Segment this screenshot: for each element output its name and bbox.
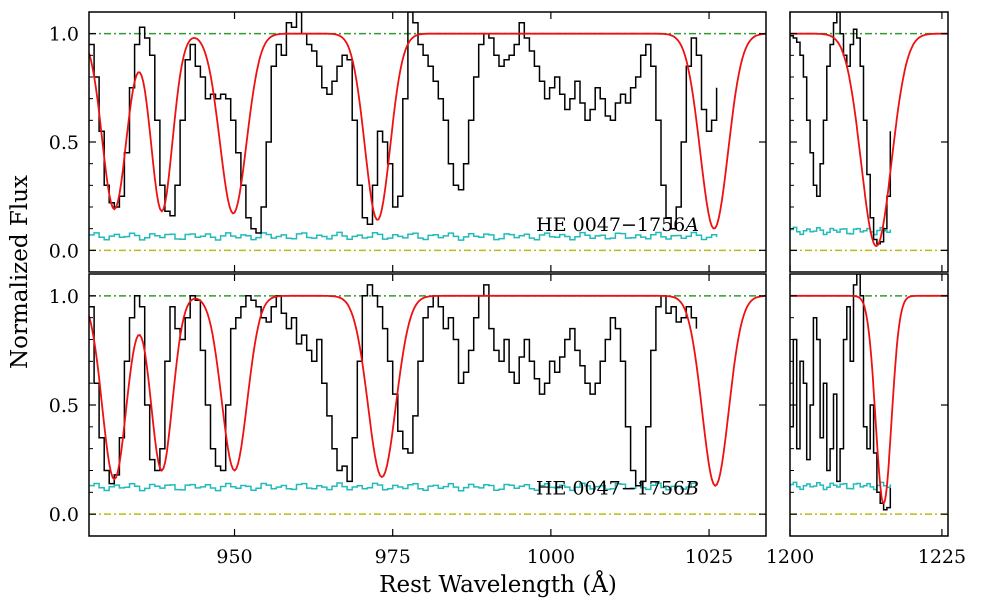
panel-frame [789,11,949,273]
flux-spectrum [89,284,698,487]
plot-area [89,284,766,515]
y-tick-label: 0.0 [49,504,79,526]
plot-area [790,12,948,252]
y-tick-label: 0.0 [49,240,79,262]
object-label: HE 0047−1756A [536,214,699,236]
x-tick-label: 950 [216,546,252,568]
panel-3: 0.0 0.5 1.0 950 975 1000 1025 HE 0047−1756B [49,273,767,568]
model-fit [89,294,766,488]
plot-area [89,12,766,252]
flux-spectrum [790,12,892,245]
y-axis-label: Normalized Flux [7,175,33,369]
y-tick-label: 0.5 [49,132,79,154]
flux-spectrum [89,12,718,234]
y-tick-label: 0.5 [49,395,79,417]
error-spectrum [89,482,698,492]
y-tick-label: 1.0 [49,286,79,308]
object-label-suffix: B [684,478,699,500]
error-spectrum [89,231,718,241]
x-tick-label: 975 [375,546,411,568]
panel-2 [789,11,949,273]
plot-area [790,274,948,515]
model-fit [89,32,766,230]
error-spectrum [790,226,892,236]
panel-4: 1200 1225 [766,273,966,568]
x-tick-label: 1025 [685,546,733,568]
object-label-suffix: A [683,214,699,236]
x-tick-label: 1200 [766,546,814,568]
x-axis-label: Rest Wavelength (Å) [379,570,617,598]
model-fit [790,32,948,247]
x-tick-label: 1225 [918,546,966,568]
model-fit [790,294,948,505]
flux-spectrum [790,274,892,511]
object-label: HE 0047−1756B [536,478,699,500]
y-tick-label: 1.0 [49,24,79,46]
error-spectrum [790,481,892,491]
panel-1: 0.0 0.5 1.0 HE 0047−1756A [49,11,767,273]
x-tick-label: 1000 [527,546,575,568]
